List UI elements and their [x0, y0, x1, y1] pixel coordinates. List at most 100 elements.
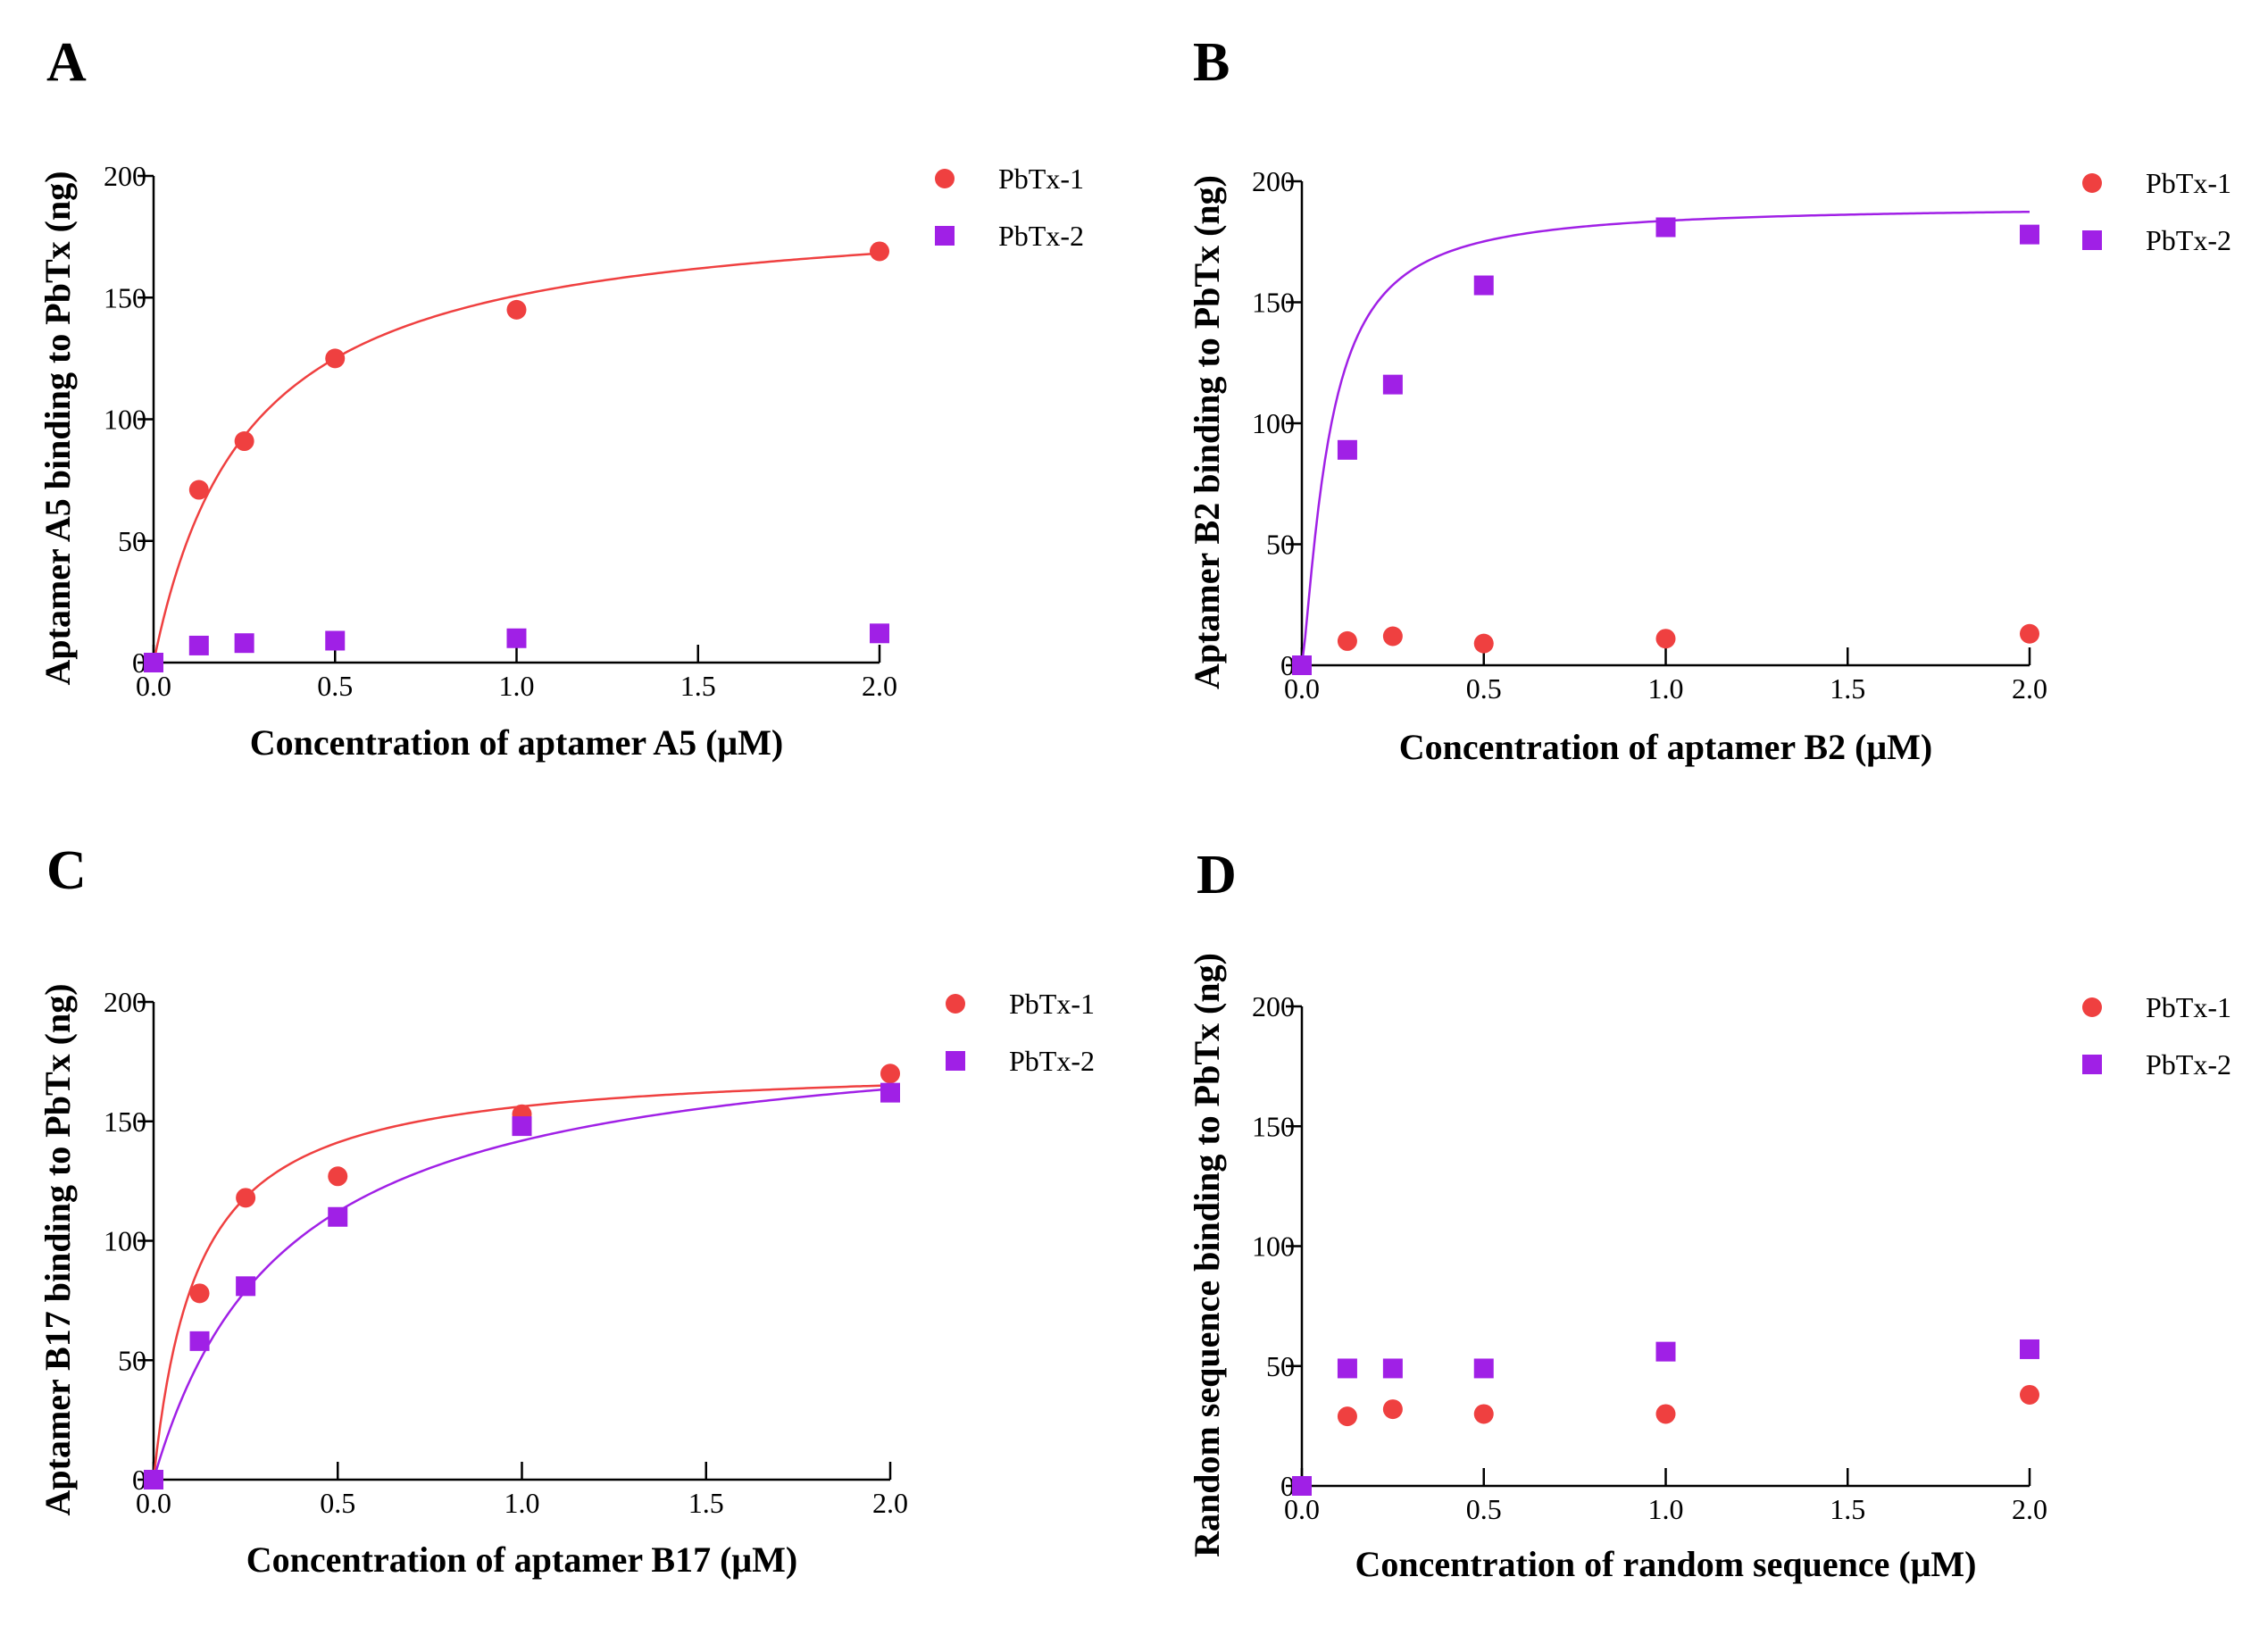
data-point-pbtx-1 [1655, 1404, 1676, 1424]
x-tick-label: 1.0 [1648, 1493, 1684, 1525]
data-point-pbtx-2 [1337, 439, 1357, 460]
data-point-pbtx-1 [1337, 630, 1357, 651]
x-tick-label: 1.5 [680, 670, 716, 702]
x-tick-label: 2.0 [2012, 1493, 2047, 1525]
x-tick-label: 0.5 [317, 670, 353, 702]
panel-letter: C [46, 840, 87, 901]
data-point-pbtx-1 [328, 1166, 348, 1187]
data-point-pbtx-2 [189, 1331, 210, 1351]
y-axis-title: Random sequence binding to PbTx (ng) [1187, 953, 1227, 1557]
y-tick-label: 150 [104, 281, 146, 313]
data-point-pbtx-1 [1337, 1406, 1357, 1427]
legend-label: PbTx-2 [998, 220, 1084, 252]
data-point-pbtx-1 [880, 1064, 900, 1084]
legend-marker-pbtx-1 [935, 169, 955, 188]
data-point-pbtx-2 [236, 1276, 256, 1297]
data-point-pbtx-2 [1292, 1476, 1312, 1496]
fit-curve-pbtx-1 [152, 252, 880, 663]
legend-marker-pbtx-1 [2082, 997, 2102, 1017]
x-tick-label: 2.0 [862, 670, 897, 702]
y-tick-label: 50 [118, 1344, 146, 1376]
y-axis-title: Aptamer A5 binding to PbTx (ng) [38, 171, 78, 685]
data-point-pbtx-1 [236, 1188, 256, 1208]
x-axis-title: Concentration of aptamer A5 (μM) [250, 722, 783, 763]
y-tick-label: 200 [1252, 165, 1295, 197]
x-tick-label: 2.0 [872, 1487, 908, 1519]
data-point-pbtx-2 [1473, 275, 1494, 296]
y-axis-title: Aptamer B17 binding to PbTx (ng) [38, 983, 78, 1515]
x-tick-label: 0.5 [320, 1487, 355, 1519]
data-point-pbtx-2 [325, 630, 346, 651]
panel-letter: A [46, 32, 87, 93]
y-tick-label: 0 [132, 1464, 146, 1496]
data-point-pbtx-2 [880, 1082, 900, 1103]
legend-label: PbTx-2 [2146, 224, 2231, 256]
x-tick-label: 1.5 [1830, 672, 1865, 705]
x-tick-label: 0.0 [1284, 1493, 1320, 1525]
data-point-pbtx-2 [1337, 1358, 1357, 1379]
data-point-pbtx-2 [234, 633, 254, 654]
x-tick-label: 1.0 [499, 670, 535, 702]
legend-marker-pbtx-2 [935, 226, 955, 246]
data-point-pbtx-1 [506, 299, 527, 320]
panel-letter: D [1197, 845, 1237, 905]
data-point-pbtx-2 [512, 1116, 532, 1137]
data-point-pbtx-1 [234, 431, 254, 452]
data-point-pbtx-2 [144, 1470, 163, 1489]
data-point-pbtx-2 [328, 1206, 348, 1227]
data-point-pbtx-1 [1655, 629, 1676, 649]
legend-marker-pbtx-2 [946, 1051, 965, 1071]
panel-c: C 0.0 0.5 1.0 1.5 2.0 0 50 100 150 200 Concentratio… [38, 840, 1095, 1580]
fit-curve-pbtx-2 [1300, 210, 2030, 666]
legend-label: PbTx-1 [2146, 167, 2231, 199]
legend-marker-pbtx-1 [946, 994, 965, 1014]
data-point-pbtx-1 [188, 480, 209, 500]
data-point-pbtx-2 [1382, 1358, 1403, 1379]
legend-label: PbTx-2 [1009, 1045, 1095, 1077]
x-tick-label: 0.0 [1284, 672, 1320, 705]
data-point-pbtx-2 [144, 653, 163, 672]
legend-marker-pbtx-1 [2082, 173, 2102, 193]
y-tick-label: 100 [1252, 1231, 1295, 1263]
x-tick-label: 2.0 [2012, 672, 2047, 705]
y-tick-label: 50 [1266, 529, 1295, 561]
data-point-pbtx-1 [1473, 1404, 1494, 1424]
x-tick-label: 1.5 [1830, 1493, 1865, 1525]
x-tick-label: 0.5 [1466, 672, 1502, 705]
x-tick-label: 1.0 [504, 1487, 540, 1519]
x-axis-title: Concentration of aptamer B17 (μM) [246, 1539, 797, 1580]
y-tick-label: 50 [1266, 1350, 1295, 1382]
y-tick-label: 200 [104, 160, 146, 192]
data-point-pbtx-1 [2020, 1384, 2039, 1405]
data-point-pbtx-1 [1382, 1399, 1403, 1420]
y-tick-label: 200 [104, 986, 146, 1018]
x-tick-label: 1.5 [688, 1487, 724, 1519]
legend-label: PbTx-1 [2146, 991, 2231, 1023]
panel-b: B 0.0 0.5 1.0 1.5 2.0 0 50 100 150 200 Concentratio… [1187, 32, 2231, 767]
data-point-pbtx-2 [506, 628, 527, 648]
y-tick-label: 200 [1252, 990, 1295, 1022]
data-point-pbtx-2 [1292, 655, 1312, 675]
x-axis-title: Concentration of random sequence (μM) [1355, 1544, 1977, 1584]
data-point-pbtx-1 [870, 241, 889, 262]
y-tick-label: 150 [1252, 287, 1295, 319]
y-tick-label: 150 [104, 1106, 146, 1138]
y-tick-label: 100 [1252, 407, 1295, 439]
x-tick-label: 0.0 [136, 1487, 171, 1519]
y-tick-label: 0 [1280, 649, 1295, 681]
data-point-pbtx-2 [2020, 1339, 2039, 1359]
data-point-pbtx-1 [1473, 633, 1494, 654]
panel-a: A 0.0 0.5 1.0 1.5 2.0 0 50 100 150 200 Concentratio… [38, 32, 1084, 763]
legend-label: PbTx-2 [2146, 1048, 2231, 1080]
data-point-pbtx-2 [1382, 374, 1403, 395]
fit-curve-pbtx-1 [152, 1084, 891, 1481]
x-axis-title: Concentration of aptamer B2 (μM) [1399, 727, 1932, 767]
y-tick-label: 100 [104, 1225, 146, 1257]
y-tick-label: 0 [1280, 1470, 1295, 1502]
legend-label: PbTx-1 [998, 163, 1084, 195]
data-point-pbtx-2 [1473, 1358, 1494, 1379]
data-point-pbtx-1 [1382, 626, 1403, 647]
x-tick-label: 0.5 [1466, 1493, 1502, 1525]
fit-curve-pbtx-2 [152, 1088, 891, 1481]
